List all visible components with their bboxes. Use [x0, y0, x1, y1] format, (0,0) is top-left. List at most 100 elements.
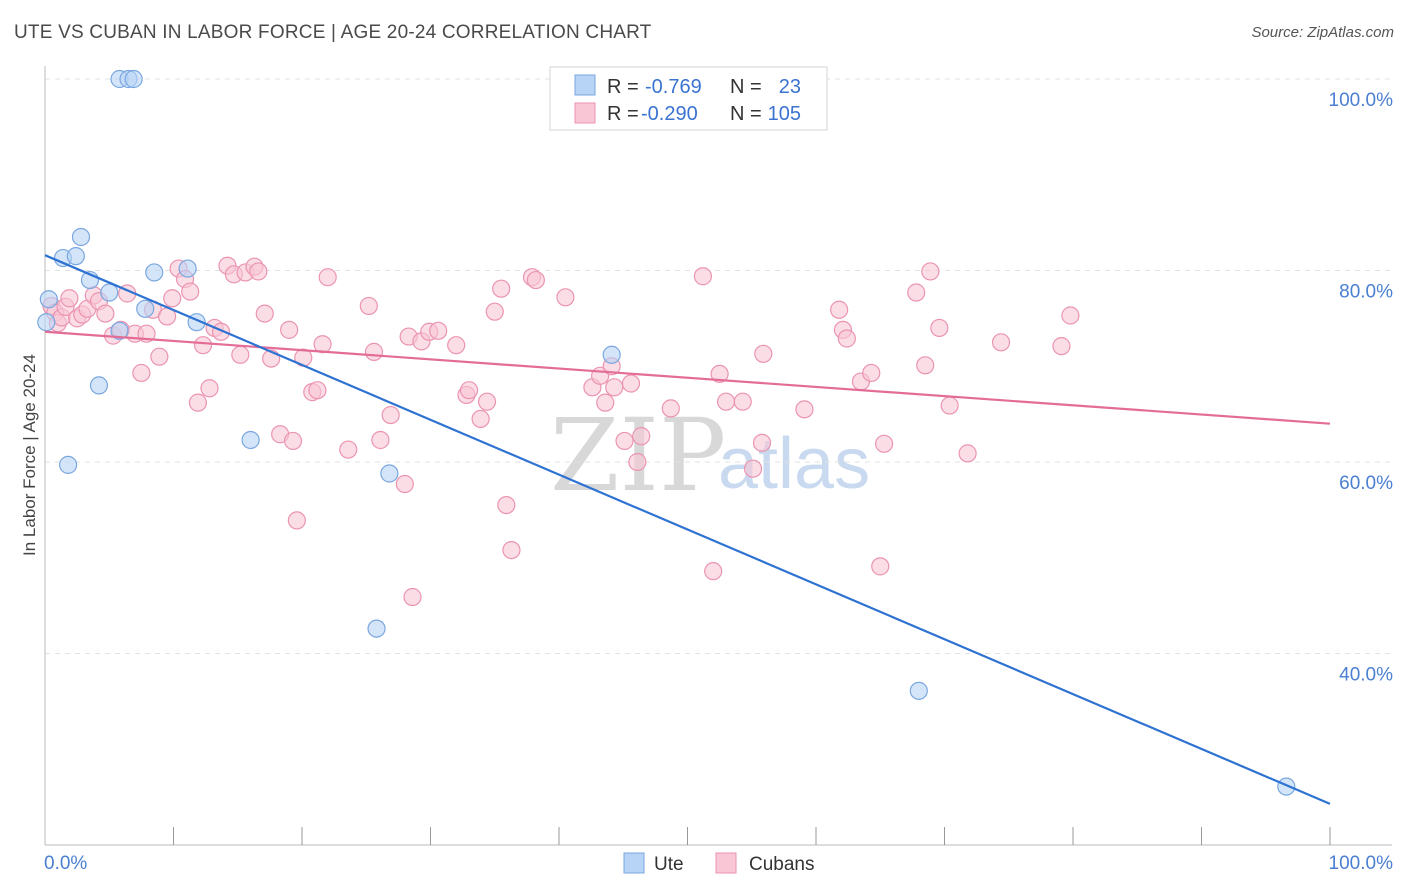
bottom-legend-cuban-label: Cubans [749, 854, 815, 875]
ute-point [39, 290, 58, 309]
ute-point [241, 430, 260, 450]
cuban-point [875, 434, 894, 453]
ute-point [380, 464, 399, 483]
cuban-point [733, 392, 752, 411]
legend-ute-n-value: 23 [779, 76, 801, 98]
cuban-point [308, 381, 327, 400]
cuban-point [318, 268, 337, 287]
cuban-point [930, 318, 949, 338]
cuban-point [492, 279, 511, 298]
cuban-point [921, 262, 940, 281]
cuban-point [485, 302, 504, 321]
cuban-point [1052, 337, 1071, 356]
cuban-point [871, 557, 890, 576]
cuban-point [249, 262, 268, 281]
cuban-point [403, 587, 422, 607]
cuban-point [371, 430, 390, 450]
cuban-point [447, 336, 466, 355]
source-label: Source: ZipAtlas.com [1251, 24, 1394, 41]
legend-cuban-n-label: N = [730, 103, 762, 125]
axes [44, 66, 1392, 846]
cuban-point [837, 329, 856, 348]
cuban-point [754, 344, 773, 363]
cuban-point [477, 392, 497, 411]
bottom-legend: Ute Cubans [623, 852, 815, 875]
cuban-point [621, 374, 641, 393]
cuban-point [632, 427, 651, 446]
legend-cuban-r-label: R = [607, 103, 639, 125]
cuban-point [958, 444, 977, 463]
cuban-point [907, 283, 926, 302]
cuban-point [526, 270, 545, 290]
cuban-points [42, 256, 1080, 607]
y-tick-labels: 40.0% 60.0% 80.0% 100.0% [1329, 90, 1394, 686]
legend-ute-r-value: -0.769 [645, 76, 702, 98]
cuban-point [661, 399, 680, 418]
cuban-point [60, 289, 79, 308]
trend-lines [44, 254, 1331, 805]
cuban-point [704, 562, 723, 581]
ute-point [110, 321, 129, 340]
cuban-point [1061, 306, 1080, 325]
ute-point [59, 455, 78, 474]
cuban-point [381, 405, 400, 425]
legend-ute-r-label: R = [607, 76, 639, 98]
legend-ute-n-label: N = [730, 76, 762, 98]
chart-title: UTE VS CUBAN IN LABOR FORCE | AGE 20-24 … [14, 22, 652, 43]
x-tick-label: 0.0% [44, 853, 87, 874]
cuban-point [359, 296, 378, 316]
cuban-point [615, 431, 634, 451]
cuban-point [716, 392, 736, 411]
x-tick-labels: 0.0% 100.0% [44, 853, 1393, 874]
ute-point [37, 313, 56, 332]
y-tick-label: 100.0% [1329, 90, 1394, 111]
cuban-point [132, 363, 151, 383]
cuban-point [163, 289, 182, 308]
cuban-point [991, 333, 1011, 352]
legend-cuban-n-value: 105 [768, 103, 801, 125]
ute-point [909, 681, 928, 700]
cuban-point [459, 381, 479, 400]
y-tick-label: 80.0% [1339, 282, 1393, 303]
watermark-atlas: atlas [718, 424, 870, 504]
ute-point [66, 247, 85, 266]
legend-cuban-swatch [574, 102, 596, 124]
cuban-point [710, 364, 729, 384]
ute-point [124, 69, 143, 89]
cuban-point [605, 378, 624, 397]
y-axis-label: In Labor Force | Age 20-24 [20, 354, 39, 556]
cuban-point [916, 356, 935, 375]
cuban-point [364, 342, 384, 361]
cuban-point [188, 393, 208, 412]
cuban-point [287, 511, 306, 530]
cuban-point [497, 495, 516, 515]
cuban-point [395, 474, 414, 494]
ute-points [37, 69, 1296, 796]
cuban-point [339, 440, 358, 459]
cuban-point [556, 288, 575, 307]
cuban-point [150, 347, 169, 366]
watermark: ZIP atlas [550, 397, 870, 514]
bottom-legend-ute-swatch [623, 852, 645, 874]
legend-cuban-r-value: -0.290 [641, 103, 698, 125]
cuban-point [471, 409, 490, 429]
x-tick-label: 100.0% [1329, 853, 1394, 874]
cuban-point [862, 363, 881, 383]
cuban-point [96, 304, 115, 323]
ute-point [367, 619, 386, 638]
ute-point [89, 376, 109, 395]
cuban-point [181, 282, 200, 301]
cuban-point [940, 396, 959, 415]
ute-point [145, 263, 164, 282]
cuban-point [255, 304, 274, 323]
ute-point [602, 345, 621, 364]
cuban-point [743, 459, 763, 478]
ute-point [100, 283, 119, 302]
cuban-point [429, 321, 448, 340]
ute-point [178, 259, 197, 278]
ute-point [136, 299, 155, 318]
cuban-point [231, 345, 250, 364]
cuban-point [693, 267, 713, 286]
cuban-point [795, 400, 814, 419]
